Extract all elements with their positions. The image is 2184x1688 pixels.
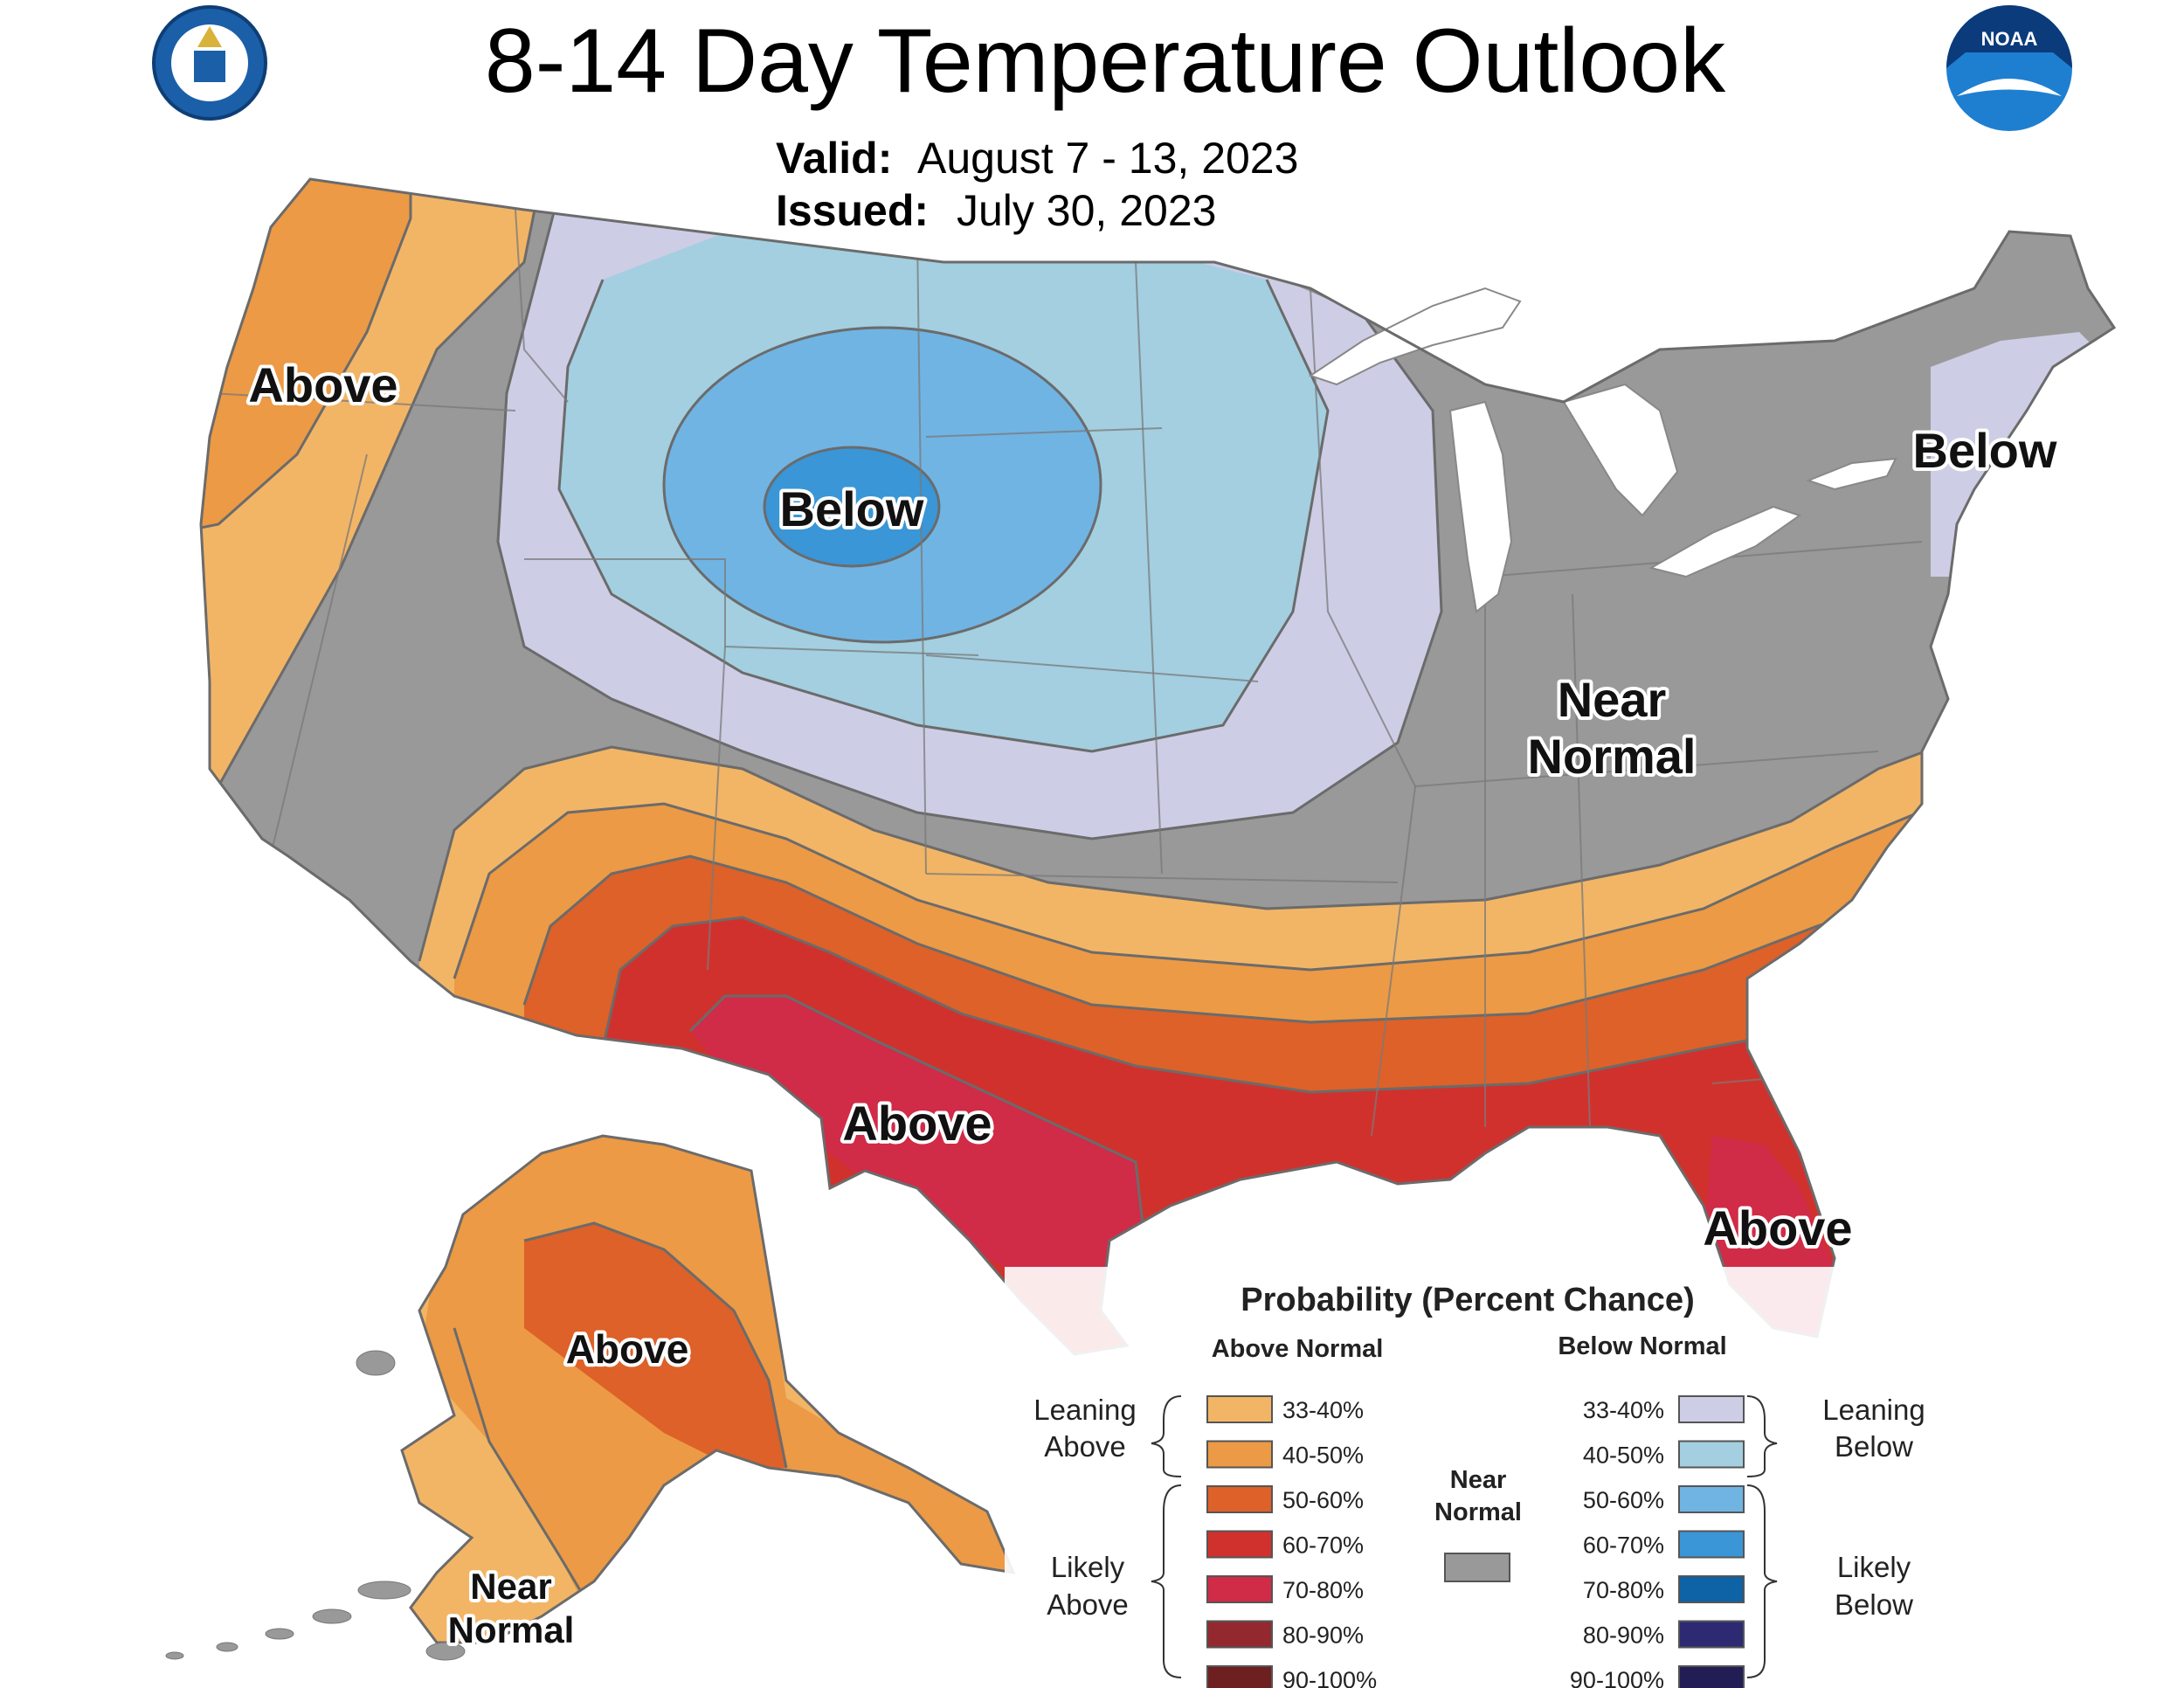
legend-above-label-0: 33-40% (1282, 1397, 1364, 1423)
lake-huron (1562, 383, 1679, 517)
lake-superior (1308, 287, 1522, 386)
lake-michigan (1448, 400, 1513, 613)
legend-above-swatches: 33-40% 40-50% 50-60% 60-70% 70-80% 80-90% 90-1… (1206, 1395, 1377, 1688)
legend-below-swatch-2 (1678, 1485, 1745, 1513)
contour-west-2 (201, 179, 412, 543)
legend-below-swatch-6 (1678, 1665, 1745, 1688)
leaning-below-line2: Below (1835, 1430, 1913, 1463)
label-north-plains: Below (780, 481, 924, 536)
legend-above-label-1: 40-50% (1282, 1442, 1364, 1469)
legend-above-label-6: 90-100% (1282, 1667, 1377, 1688)
legend-below-swatch-5 (1678, 1620, 1745, 1649)
alaska-above-50-area (524, 1223, 786, 1468)
near-normal-swatch (1444, 1553, 1510, 1582)
legend-below-swatches: 33-40% 40-50% 50-60% 60-70% 70-80% 80-90% 90-1… (1570, 1395, 1745, 1688)
label-alaska-sw-line2: Normal (448, 1609, 575, 1650)
legend-below-label-4: 70-80% (1583, 1577, 1664, 1603)
noaa-logo-text: NOAA (1981, 28, 2038, 50)
likely-below-line1: Likely (1837, 1551, 1911, 1583)
contour-west-1 (217, 179, 552, 787)
lake-erie (1648, 505, 1802, 578)
great-lakes (1308, 287, 1897, 613)
bracket-likely-above (1151, 1484, 1182, 1678)
legend-below-swatch-1 (1678, 1440, 1745, 1469)
legend-above-swatch-5 (1206, 1620, 1273, 1649)
south-above-70-area (690, 996, 1144, 1284)
legend-above-swatch-2 (1206, 1485, 1273, 1513)
legend-above-header: Above Normal (1212, 1335, 1384, 1363)
legend-below-swatch-3 (1678, 1530, 1745, 1559)
legend-above-label-3: 60-70% (1282, 1532, 1364, 1559)
legend: Probability (Percent Chance) Above Norma… (1005, 1267, 1925, 1688)
legend-above-swatch-3 (1206, 1530, 1273, 1559)
west-above-40-area (201, 179, 411, 542)
valid-value: August 7 - 13, 2023 (917, 134, 1298, 183)
issued-label: Issued: (776, 186, 929, 235)
contour-below-50 (662, 326, 1102, 644)
legend-title: Probability (Percent Chance) (1241, 1282, 1694, 1318)
legend-above-swatch-6 (1206, 1665, 1273, 1688)
near-normal-line1: Near (1450, 1466, 1507, 1494)
legend-above-swatch-4 (1206, 1575, 1273, 1603)
alaska-map (165, 1134, 1016, 1661)
header: NOAA 8-14 Day Temperature Outlook Valid:… (152, 5, 2072, 235)
contour-south-40 (453, 802, 1940, 979)
below-60-area (764, 447, 939, 566)
leaning-below-line1: Leaning (1822, 1394, 1925, 1426)
leaning-above-line1: Leaning (1033, 1394, 1136, 1426)
bracket-leaning-below (1746, 1395, 1778, 1477)
page-title: 8-14 Day Temperature Outlook (485, 10, 1726, 112)
likely-below-line2: Below (1835, 1588, 1913, 1621)
legend-below-label-0: 33-40% (1583, 1397, 1664, 1423)
label-ohio-valley-line2: Normal (1528, 729, 1697, 784)
label-alaska-sw-line1: Near (470, 1566, 551, 1607)
legend-below-label-1: 40-50% (1583, 1442, 1664, 1469)
contour-below-60 (763, 446, 941, 568)
likely-above-line1: Likely (1051, 1551, 1125, 1583)
likely-above-line2: Above (1047, 1588, 1129, 1621)
contour-south-33 (418, 741, 1949, 962)
region-labels: Above Below Below Near Normal Above Abov… (245, 354, 2060, 1654)
legend-below-header: Below Normal (1558, 1332, 1726, 1360)
legend-above-label-5: 80-90% (1282, 1622, 1364, 1649)
aleutian-islands (165, 1350, 466, 1661)
issued-value: July 30, 2023 (957, 186, 1216, 235)
label-alaska: Above (566, 1326, 689, 1372)
legend-below-label-5: 80-90% (1583, 1622, 1664, 1649)
lake-ontario (1806, 457, 1897, 491)
conus-map (201, 179, 2114, 1354)
near-normal-line2: Normal (1434, 1498, 1522, 1526)
contour-south-70 (688, 994, 1146, 1242)
legend-above-label-2: 50-60% (1282, 1487, 1364, 1513)
valid-label: Valid: (776, 134, 892, 183)
contour-below-40 (557, 279, 1330, 753)
department-of-commerce-seal (152, 5, 267, 121)
legend-above-swatch-1 (1206, 1440, 1273, 1469)
state-boundaries (209, 209, 1923, 1137)
label-ohio-valley-line1: Near (1558, 672, 1667, 727)
legend-below-label-3: 60-70% (1583, 1532, 1664, 1559)
bracket-likely-below (1746, 1484, 1778, 1678)
bracket-leaning-above (1151, 1395, 1182, 1477)
legend-below-label-6: 90-100% (1570, 1667, 1664, 1688)
contour-south-60 (601, 916, 1800, 1094)
contour-south-50 (522, 854, 1923, 1024)
legend-above-label-4: 70-80% (1282, 1577, 1364, 1603)
legend-below-swatch-0 (1678, 1395, 1745, 1423)
label-west-coast: Above (248, 357, 397, 412)
legend-above-swatch-0 (1206, 1395, 1273, 1423)
contour-below-lean (496, 191, 1443, 841)
noaa-logo: NOAA (1946, 5, 2072, 131)
label-new-england: Below (1913, 423, 2057, 478)
label-south-central: Above (842, 1096, 992, 1151)
legend-below-swatch-4 (1678, 1575, 1745, 1603)
label-florida: Above (1703, 1200, 1852, 1256)
legend-background (1005, 1267, 1922, 1678)
leaning-above-line2: Above (1044, 1430, 1126, 1463)
legend-below-label-2: 50-60% (1583, 1487, 1664, 1513)
